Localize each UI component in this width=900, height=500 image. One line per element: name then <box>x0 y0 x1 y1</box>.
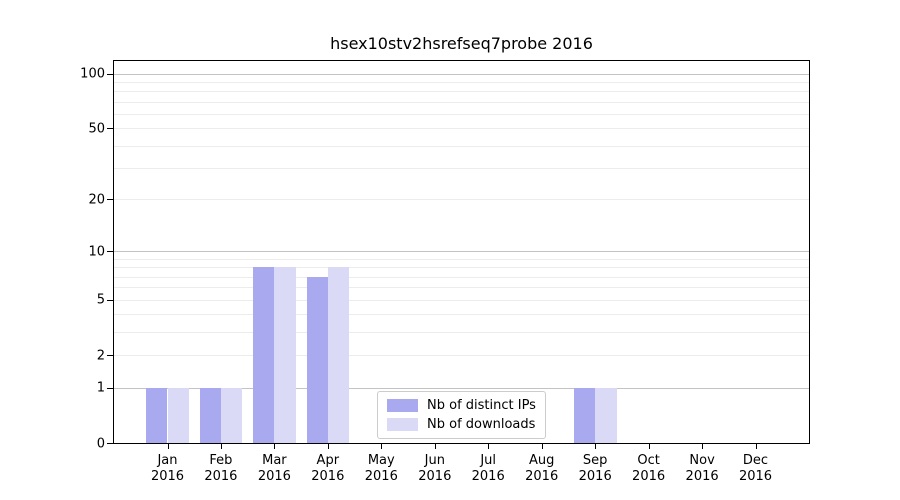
x-tick-5 <box>381 444 383 449</box>
legend-swatch-distinct-ips <box>387 399 418 412</box>
y-gridline-minor-60 <box>114 113 809 115</box>
y-gridline-minor-5 <box>114 299 809 301</box>
bar-distinct-ips-4 <box>306 276 328 443</box>
y-gridline-minor-40 <box>114 145 809 147</box>
x-tick-label-10: Oct 2016 <box>632 453 666 485</box>
x-tick-label-7: Jul 2016 <box>471 453 505 485</box>
y-tick-label-2: 2 <box>96 348 105 363</box>
x-tick-label-3: Mar 2016 <box>257 453 291 485</box>
y-tick-100 <box>107 73 113 75</box>
x-tick-label-1: Jan 2016 <box>150 453 185 485</box>
y-tick-50 <box>107 128 113 130</box>
x-tick-8 <box>541 444 543 449</box>
y-tick-label-10: 10 <box>88 244 105 259</box>
y-tick-1 <box>107 387 113 389</box>
x-tick-6 <box>434 444 436 449</box>
y-gridline-minor-9 <box>114 258 809 260</box>
x-tick-label-5: May 2016 <box>364 453 398 485</box>
y-gridline-minor-8 <box>114 267 809 269</box>
legend-item-distinct-ips: Nb of distinct IPs <box>387 399 536 412</box>
bar-distinct-ips-3 <box>253 267 275 443</box>
legend-item-downloads: Nb of downloads <box>387 418 536 431</box>
y-tick-20 <box>107 199 113 201</box>
y-gridline-major-10 <box>114 251 809 252</box>
x-tick-1 <box>167 444 169 449</box>
y-tick-0 <box>107 443 113 444</box>
x-tick-label-4: Apr 2016 <box>311 453 345 485</box>
y-tick-2 <box>107 355 113 356</box>
x-tick-label-8: Aug 2016 <box>525 453 559 485</box>
y-gridline-minor-90 <box>114 81 809 83</box>
x-tick-9 <box>595 444 597 449</box>
y-gridline-minor-3 <box>114 332 809 333</box>
x-tick-10 <box>648 444 650 449</box>
y-tick-label-5: 5 <box>96 292 105 308</box>
y-gridline-minor-4 <box>114 314 809 316</box>
y-gridline-minor-50 <box>114 128 809 130</box>
bar-downloads-3 <box>274 267 296 443</box>
x-tick-label-6: Jun 2016 <box>418 453 452 485</box>
bar-distinct-ips-9 <box>573 387 596 443</box>
bar-downloads-9 <box>595 387 617 443</box>
y-gridline-major-1 <box>114 387 809 389</box>
legend-swatch-downloads <box>387 418 418 431</box>
bar-distinct-ips-2 <box>199 387 221 443</box>
y-gridline-minor-70 <box>114 101 809 103</box>
x-tick-label-11: Nov 2016 <box>685 453 719 485</box>
y-tick-label-20: 20 <box>88 192 105 208</box>
x-tick-label-12: Dec 2016 <box>738 453 773 485</box>
legend-label-distinct-ips: Nb of distinct IPs <box>427 398 536 413</box>
x-tick-7 <box>488 444 490 449</box>
y-gridline-minor-7 <box>114 276 809 278</box>
chart-title: hsex10stv2hsrefseq7probe 2016 <box>330 34 593 53</box>
y-tick-label-100: 100 <box>80 66 105 82</box>
y-tick-5 <box>107 299 113 301</box>
y-gridline-minor-20 <box>114 199 809 201</box>
y-gridline-minor-30 <box>114 168 809 169</box>
x-tick-3 <box>274 444 276 449</box>
x-tick-4 <box>327 444 329 449</box>
legend: Nb of distinct IPs Nb of downloads <box>377 391 546 439</box>
bar-downloads-1 <box>167 387 189 443</box>
y-gridline-major-100 <box>114 73 809 75</box>
y-tick-label-1: 1 <box>96 380 105 396</box>
x-tick-11 <box>702 444 704 449</box>
x-tick-label-9: Sep 2016 <box>578 453 612 485</box>
y-tick-label-0: 0 <box>96 436 105 451</box>
x-tick-12 <box>755 444 757 449</box>
y-tick-label-50: 50 <box>88 121 105 137</box>
y-gridline-minor-6 <box>114 287 809 289</box>
bar-downloads-2 <box>220 387 243 443</box>
x-tick-2 <box>220 444 222 449</box>
y-tick-10 <box>107 251 113 252</box>
legend-label-downloads: Nb of downloads <box>427 417 536 432</box>
bar-distinct-ips-1 <box>146 387 168 443</box>
x-tick-label-2: Feb 2016 <box>204 453 238 485</box>
plot-area <box>113 60 810 444</box>
bar-downloads-4 <box>327 267 350 443</box>
y-gridline-minor-2 <box>114 355 809 356</box>
y-gridline-minor-80 <box>114 91 809 93</box>
